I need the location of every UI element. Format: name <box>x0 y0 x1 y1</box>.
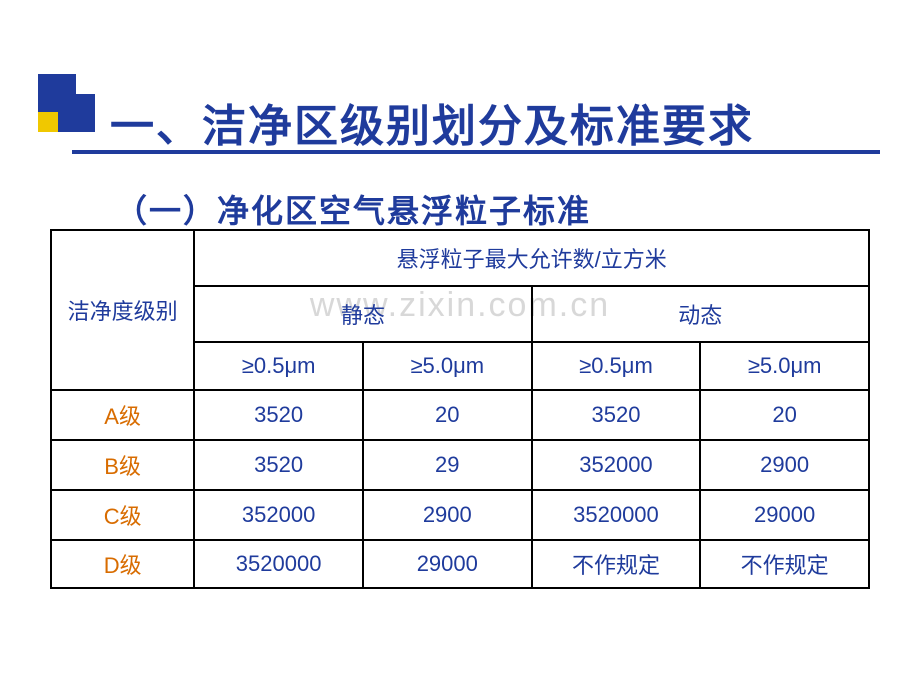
data-cell: 3520 <box>194 440 363 490</box>
header-static: 静态 <box>194 286 531 342</box>
data-cell: 20 <box>363 390 532 440</box>
data-cell: 3520000 <box>532 490 701 540</box>
data-cell: 2900 <box>700 440 869 490</box>
table-row: D级 3520000 29000 不作规定 不作规定 <box>51 540 869 588</box>
data-cell: 3520000 <box>194 540 363 588</box>
header-col1: ≥0.5μm <box>194 342 363 390</box>
data-cell: 20 <box>700 390 869 440</box>
level-cell: D级 <box>51 540 194 588</box>
data-cell: 29 <box>363 440 532 490</box>
title-bullet-decoration <box>0 74 95 156</box>
table-row: A级 3520 20 3520 20 <box>51 390 869 440</box>
header-col2: ≥5.0μm <box>363 342 532 390</box>
data-cell: 不作规定 <box>700 540 869 588</box>
standards-table: 洁净度级别 悬浮粒子最大允许数/立方米 静态 动态 ≥0.5μm ≥5.0μm … <box>50 229 870 589</box>
data-cell: 3520 <box>532 390 701 440</box>
yellow-square-icon <box>38 112 58 132</box>
table-header-row: 洁净度级别 悬浮粒子最大允许数/立方米 <box>51 230 869 286</box>
table-row: C级 352000 2900 3520000 29000 <box>51 490 869 540</box>
data-cell: 不作规定 <box>532 540 701 588</box>
header-level: 洁净度级别 <box>51 230 194 390</box>
data-cell: 29000 <box>700 490 869 540</box>
blue-square-icon <box>57 94 95 132</box>
page-title: 一、洁净区级别划分及标准要求 <box>110 90 754 154</box>
section-subtitle: （一）净化区空气悬浮粒子标准 <box>115 186 591 232</box>
header-col4: ≥5.0μm <box>700 342 869 390</box>
data-cell: 2900 <box>363 490 532 540</box>
data-cell: 352000 <box>194 490 363 540</box>
level-cell: B级 <box>51 440 194 490</box>
level-cell: C级 <box>51 490 194 540</box>
header-main: 悬浮粒子最大允许数/立方米 <box>194 230 869 286</box>
data-cell: 3520 <box>194 390 363 440</box>
level-cell: A级 <box>51 390 194 440</box>
data-cell: 29000 <box>363 540 532 588</box>
header-col3: ≥0.5μm <box>532 342 701 390</box>
table-row: B级 3520 29 352000 2900 <box>51 440 869 490</box>
data-cell: 352000 <box>532 440 701 490</box>
header-dynamic: 动态 <box>532 286 869 342</box>
